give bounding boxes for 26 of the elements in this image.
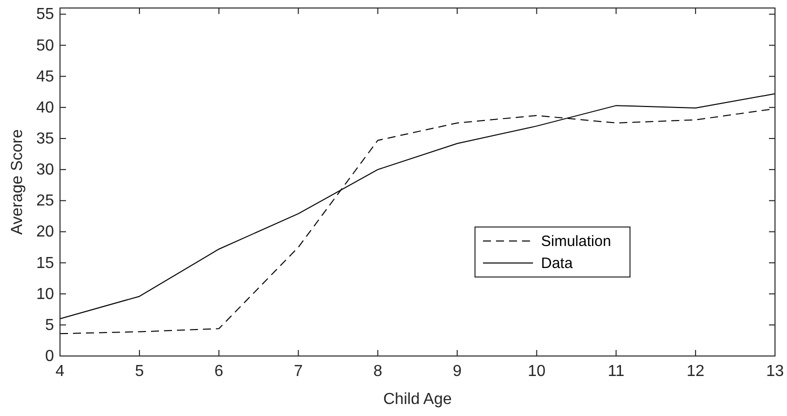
y-tick-label: 0: [45, 348, 54, 365]
x-tick-label: 6: [214, 363, 224, 380]
y-tick-label: 35: [36, 130, 54, 148]
y-tick-label: 50: [36, 37, 54, 54]
y-tick-label: 10: [36, 286, 54, 303]
y-tick-label: 55: [36, 6, 54, 24]
y-tick-label: 40: [36, 99, 54, 116]
legend-label: Simulation: [541, 233, 612, 250]
y-tick-label: 15: [36, 254, 54, 272]
x-tick-label: 10: [528, 363, 546, 380]
y-tick-label: 30: [36, 162, 54, 179]
y-tick-label: 25: [36, 192, 54, 210]
y-tick-label: 5: [45, 316, 54, 334]
x-tick-label: 13: [766, 363, 784, 380]
legend-label: Data: [541, 255, 574, 272]
x-tick-label: 7: [294, 363, 303, 380]
y-tick-label: 20: [36, 224, 54, 241]
x-tick-label: 5: [134, 363, 144, 380]
y-axis-title: Average Score: [9, 129, 26, 235]
x-tick-label: 4: [56, 363, 65, 380]
x-tick-label: 11: [608, 363, 625, 380]
x-tick-label: 8: [373, 363, 382, 380]
x-tick-label: 9: [452, 363, 462, 380]
x-axis-title: Child Age: [383, 391, 452, 408]
x-tick-label: 12: [686, 363, 705, 380]
y-tick-label: 45: [36, 68, 54, 86]
